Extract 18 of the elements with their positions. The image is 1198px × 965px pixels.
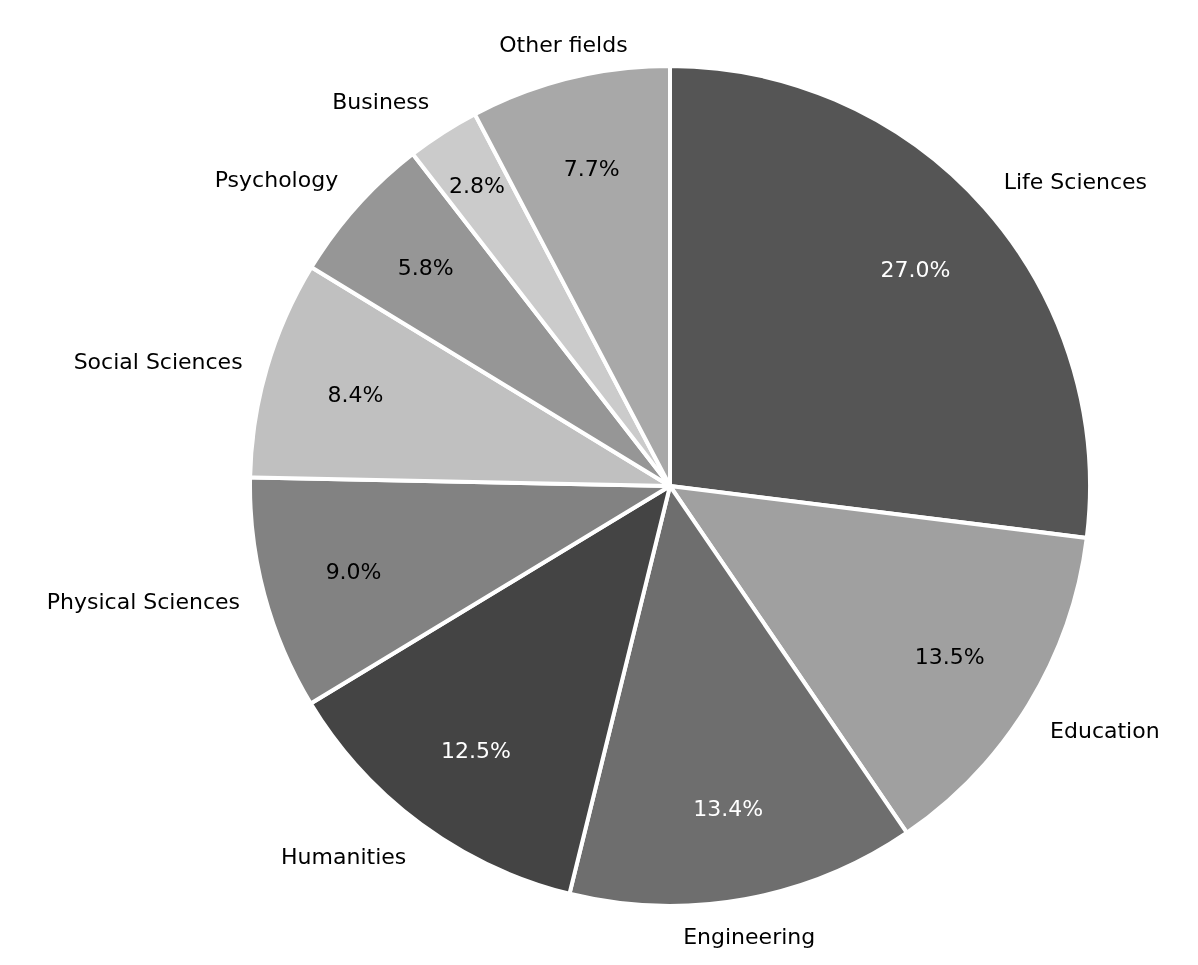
data-label: 27.0% xyxy=(880,256,951,282)
data-label: 13.5% xyxy=(914,644,985,670)
data-label: 2.8% xyxy=(449,173,505,199)
data-label: 7.7% xyxy=(563,155,620,181)
slice-label: Other fields xyxy=(499,31,628,57)
data-label: 8.4% xyxy=(327,381,384,407)
slice-label: Business xyxy=(332,89,430,115)
data-label: 9.0% xyxy=(325,558,382,584)
slice-label: Engineering xyxy=(683,923,816,949)
slice-label: Life Sciences xyxy=(1003,169,1148,195)
slice-label: Social Sciences xyxy=(73,348,243,374)
data-label: 12.5% xyxy=(441,737,511,763)
data-label: 13.4% xyxy=(693,796,764,822)
slice-label: Physical Sciences xyxy=(46,589,240,615)
slice-label: Humanities xyxy=(281,844,407,870)
slice-label: Psychology xyxy=(214,167,339,193)
slice-label: Education xyxy=(1050,717,1160,743)
data-label: 5.8% xyxy=(397,255,454,281)
